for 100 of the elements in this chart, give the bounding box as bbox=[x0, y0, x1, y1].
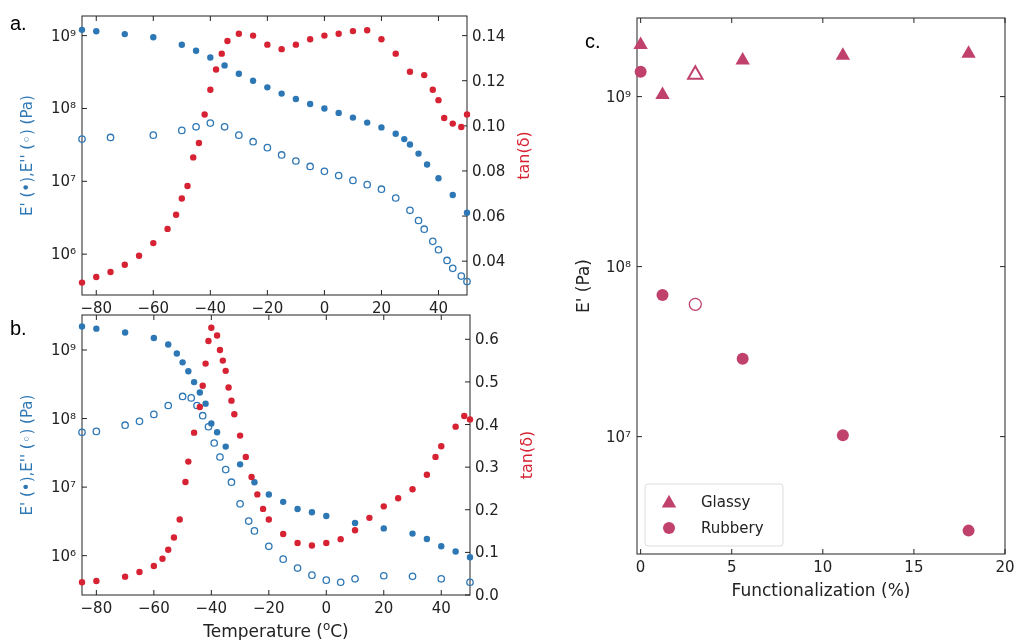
point bbox=[78, 135, 86, 143]
point bbox=[221, 62, 228, 69]
y-axis-title: E' (•),E'' (◦) (Pa) bbox=[18, 95, 36, 216]
point bbox=[423, 161, 431, 168]
x-tick-label: −40 bbox=[195, 599, 228, 617]
x-tick-label: −60 bbox=[138, 599, 170, 617]
point bbox=[121, 421, 129, 430]
point bbox=[221, 465, 230, 474]
point bbox=[406, 141, 414, 148]
point bbox=[836, 429, 849, 442]
point bbox=[466, 578, 474, 587]
point bbox=[121, 329, 129, 336]
x-tick-label: −80 bbox=[80, 599, 113, 617]
point bbox=[178, 392, 187, 401]
x-tick-label: −20 bbox=[252, 599, 285, 617]
point bbox=[449, 191, 456, 199]
x-tick-label: 20 bbox=[371, 299, 391, 317]
y-tick-label: 10⁶ bbox=[50, 546, 76, 565]
point bbox=[206, 119, 215, 127]
point bbox=[835, 47, 851, 60]
point bbox=[93, 28, 100, 35]
point bbox=[448, 264, 457, 273]
point bbox=[204, 422, 213, 431]
x-tick-label: 0 bbox=[321, 599, 332, 617]
point bbox=[423, 535, 431, 543]
x-axis-title: Temperature ($^{o}$C) bbox=[202, 619, 349, 640]
point bbox=[277, 151, 286, 159]
y-tick-label: 10⁸ bbox=[50, 409, 76, 428]
point bbox=[213, 429, 221, 436]
point bbox=[634, 65, 647, 78]
y-tick-label: 10⁷ bbox=[605, 427, 631, 446]
point bbox=[244, 517, 253, 525]
y-tick-label: 10⁶ bbox=[50, 245, 76, 264]
x-tick-label: −40 bbox=[194, 299, 227, 317]
point bbox=[334, 171, 343, 180]
point bbox=[294, 505, 301, 513]
point bbox=[236, 461, 244, 468]
y2-tick-label: 0.5 bbox=[475, 372, 499, 391]
point bbox=[406, 206, 414, 215]
y2-tick-label: 0.04 bbox=[472, 252, 506, 271]
point bbox=[420, 225, 429, 234]
point bbox=[463, 277, 471, 286]
point bbox=[349, 114, 357, 121]
point bbox=[428, 237, 437, 246]
point bbox=[198, 411, 207, 420]
point bbox=[736, 352, 749, 365]
point bbox=[149, 131, 158, 140]
y2-tick-label: 0.0 bbox=[475, 586, 499, 604]
y2-axis-title: tan(δ) bbox=[517, 430, 536, 480]
point bbox=[279, 498, 287, 506]
text: c. bbox=[585, 30, 601, 52]
point bbox=[179, 359, 186, 366]
point bbox=[435, 175, 442, 182]
point bbox=[349, 176, 357, 185]
point bbox=[735, 51, 750, 65]
y2-tick-label: 0.4 bbox=[475, 415, 499, 434]
point bbox=[264, 542, 273, 551]
point bbox=[335, 109, 342, 117]
point bbox=[216, 453, 224, 461]
y-tick-label: 10⁹ bbox=[605, 87, 631, 106]
point bbox=[414, 216, 423, 225]
point bbox=[961, 45, 976, 58]
chart-title: b. bbox=[10, 317, 27, 339]
point bbox=[251, 478, 258, 486]
point bbox=[150, 334, 158, 342]
y-tick-label: 10⁹ bbox=[50, 341, 76, 359]
point bbox=[434, 245, 443, 254]
x-tick-label: 20 bbox=[995, 558, 1015, 576]
point bbox=[306, 162, 314, 171]
y2-tick-label: 0.10 bbox=[472, 116, 506, 135]
point bbox=[457, 272, 466, 280]
point bbox=[150, 34, 157, 41]
point bbox=[92, 427, 101, 436]
y-axis-title: E' (Pa) bbox=[573, 259, 593, 313]
point bbox=[633, 36, 648, 50]
point bbox=[165, 341, 172, 348]
point bbox=[177, 126, 186, 135]
point bbox=[192, 47, 200, 54]
point bbox=[308, 571, 316, 579]
point bbox=[187, 394, 196, 402]
point bbox=[391, 194, 400, 202]
x-tick-label: 15 bbox=[904, 558, 924, 576]
point bbox=[306, 100, 314, 108]
x-tick-label: 10 bbox=[813, 558, 833, 576]
y-tick-label: 10⁷ bbox=[50, 478, 76, 497]
point bbox=[656, 289, 669, 302]
y2-tick-label: 0.14 bbox=[472, 26, 506, 45]
x-axis-title: Functionalization (%) bbox=[731, 580, 911, 600]
point bbox=[336, 578, 345, 587]
x-tick-label: 0 bbox=[635, 558, 646, 576]
y-tick-label: 10⁸ bbox=[50, 99, 76, 118]
point bbox=[415, 150, 422, 157]
x-tick-label: −60 bbox=[137, 299, 170, 317]
point bbox=[202, 400, 209, 407]
point bbox=[196, 389, 204, 396]
point bbox=[185, 368, 192, 375]
point bbox=[222, 443, 229, 450]
point bbox=[220, 122, 229, 131]
point bbox=[308, 509, 316, 516]
point bbox=[409, 530, 416, 537]
